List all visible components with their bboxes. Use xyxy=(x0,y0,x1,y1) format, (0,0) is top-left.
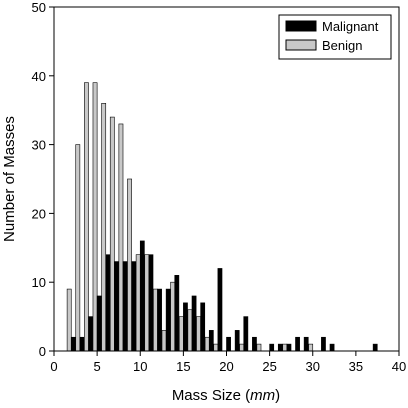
bar-benign-18 xyxy=(204,336,210,352)
legend: Malignant Benign xyxy=(278,14,392,60)
y-tick-label-0: 0 xyxy=(39,344,46,359)
x-tick-label-10: 10 xyxy=(133,359,147,374)
x-tick-label-15: 15 xyxy=(176,359,190,374)
bar-malignant-2 xyxy=(70,336,76,352)
x-tick-label-25: 25 xyxy=(262,359,276,374)
bar-malignant-37 xyxy=(372,343,378,352)
y-axis-ticks: 0 10 20 30 40 50 xyxy=(32,0,54,359)
x-tick-label-20: 20 xyxy=(219,359,233,374)
bar-benign-12 xyxy=(153,288,158,352)
x-tick-label-5: 5 xyxy=(94,359,101,374)
bar-malignant-29 xyxy=(303,336,309,352)
bar-malignant-10 xyxy=(139,240,145,352)
bar-malignant-16 xyxy=(191,295,197,352)
bar-benign-6 xyxy=(101,103,107,352)
bar-malignant-32 xyxy=(329,343,335,352)
bar-malignant-20 xyxy=(226,336,231,352)
bar-malignant-5 xyxy=(96,295,102,352)
bar-malignant-21 xyxy=(234,330,240,352)
bar-malignant-28 xyxy=(295,336,300,352)
bar-benign-30 xyxy=(308,343,314,352)
bar-malignant-31 xyxy=(321,336,326,352)
bar-benign-4 xyxy=(84,82,89,352)
bar-malignant-3 xyxy=(79,336,85,352)
bar-benign-2 xyxy=(66,288,72,352)
bar-malignant-19 xyxy=(217,268,223,352)
bar-benign-27 xyxy=(282,343,288,352)
bar-malignant-11 xyxy=(148,254,154,352)
bar-malignant-13 xyxy=(165,288,171,352)
bar-benign-22 xyxy=(239,343,245,352)
bar-benign-14 xyxy=(170,281,176,352)
bar-benign-16 xyxy=(187,309,193,352)
bar-benign-15 xyxy=(178,316,184,352)
bar-malignant-17 xyxy=(200,302,206,352)
bar-benign-9 xyxy=(127,178,132,352)
bar-malignant-12 xyxy=(157,288,162,352)
bar-malignant-22 xyxy=(243,316,249,352)
bar-benign-7 xyxy=(109,116,115,352)
x-tick-label-40: 40 xyxy=(392,359,406,374)
bar-malignant-7 xyxy=(114,261,119,352)
bar-malignant-23 xyxy=(252,336,257,352)
y-axis-title: Number of Masses xyxy=(1,116,18,242)
x-axis-ticks: 0 5 10 15 20 25 30 35 40 xyxy=(50,351,406,374)
bars-group xyxy=(66,82,378,352)
bar-benign-8 xyxy=(118,123,124,352)
bar-benign-5 xyxy=(92,82,98,352)
bar-malignant-25 xyxy=(269,343,275,352)
bar-benign-13 xyxy=(161,330,167,352)
bar-benign-17 xyxy=(196,316,201,352)
legend-swatch-benign xyxy=(285,39,317,51)
bar-benign-3 xyxy=(75,144,81,352)
legend-label-benign: Benign xyxy=(322,38,362,53)
bar-benign-24 xyxy=(256,343,262,352)
bar-malignant-9 xyxy=(131,261,137,352)
bar-benign-11 xyxy=(144,254,150,352)
x-tick-label-0: 0 xyxy=(50,359,57,374)
y-tick-label-10: 10 xyxy=(32,275,46,290)
bar-malignant-26 xyxy=(277,343,283,352)
bar-malignant-6 xyxy=(105,254,111,352)
y-tick-label-30: 30 xyxy=(32,138,46,153)
legend-swatch-malignant xyxy=(285,20,317,32)
bar-benign-19 xyxy=(213,343,219,352)
bar-malignant-14 xyxy=(174,275,180,352)
bar-benign-10 xyxy=(135,254,141,352)
bar-malignant-4 xyxy=(88,316,93,352)
bar-malignant-15 xyxy=(183,302,188,352)
x-tick-label-35: 35 xyxy=(349,359,363,374)
legend-label-malignant: Malignant xyxy=(322,19,379,34)
y-tick-label-50: 50 xyxy=(32,0,46,15)
x-tick-label-30: 30 xyxy=(306,359,320,374)
bar-malignant-18 xyxy=(208,330,214,352)
bar-malignant-27 xyxy=(286,343,292,352)
y-tick-label-20: 20 xyxy=(32,206,46,221)
bar-malignant-8 xyxy=(122,261,128,352)
x-axis-title: Mass Size (mm) xyxy=(172,387,280,404)
y-tick-label-40: 40 xyxy=(32,69,46,84)
